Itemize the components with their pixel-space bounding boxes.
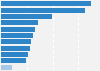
Bar [1,8,85,13]
Bar [1,1,91,6]
Bar [1,65,12,70]
Bar [1,52,28,57]
Bar [1,20,38,25]
Bar [1,58,26,63]
Bar [1,39,31,44]
Bar [1,14,52,19]
Bar [1,27,35,32]
Bar [1,46,30,51]
Bar [1,33,33,38]
